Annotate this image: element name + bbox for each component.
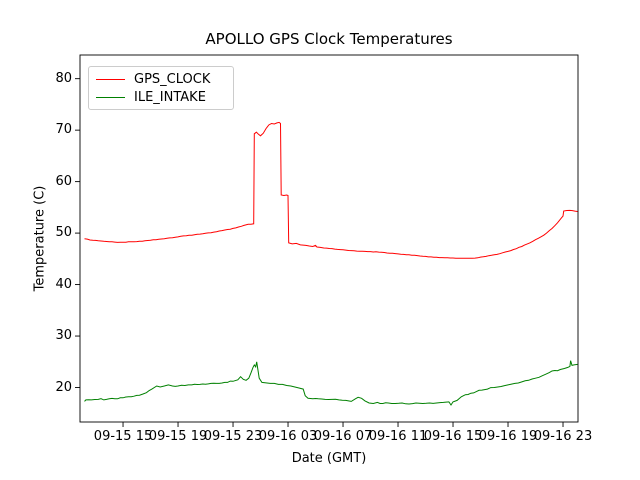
y-tick-label: 50 xyxy=(55,225,72,241)
x-tick-label: 09-16 15 xyxy=(423,429,483,444)
legend-line-sample-green-icon xyxy=(96,96,125,98)
x-tick-label: 09-15 23 xyxy=(203,429,263,444)
y-tick-label: 60 xyxy=(55,173,72,189)
x-axis-label: Date (GMT) xyxy=(291,451,367,466)
chart-title: APOLLO GPS Clock Temperatures xyxy=(205,30,453,48)
y-tick-label: 70 xyxy=(55,122,72,138)
y-tick-label: 80 xyxy=(55,70,72,86)
legend-label-gps-clock: GPS_CLOCK xyxy=(134,71,211,87)
x-tick-label: 09-16 03 xyxy=(258,429,318,444)
legend-item-gps-clock: GPS_CLOCK xyxy=(96,70,225,88)
x-tick-label: 09-16 19 xyxy=(478,429,538,444)
x-tick-label: 09-15 19 xyxy=(148,429,208,444)
legend-label-ile-intake: ILE_INTAKE xyxy=(134,89,206,105)
y-tick-label: 40 xyxy=(55,276,72,292)
x-tick-label: 09-16 23 xyxy=(533,429,593,444)
legend-item-ile-intake: ILE_INTAKE xyxy=(96,88,225,106)
y-axis-label: Temperature (C) xyxy=(32,185,48,292)
x-tick-label: 09-16 07 xyxy=(313,429,373,444)
x-tick-label: 09-15 15 xyxy=(93,429,153,444)
legend-line-sample-red-icon xyxy=(96,78,125,80)
series-line-gps_clock xyxy=(84,121,578,259)
legend: GPS_CLOCK ILE_INTAKE xyxy=(88,66,234,110)
y-tick-label: 20 xyxy=(55,379,72,395)
x-tick-label: 09-16 11 xyxy=(368,429,428,444)
plot-frame xyxy=(79,54,579,423)
y-tick-label: 30 xyxy=(55,328,72,344)
series-line-ile_intake xyxy=(84,360,578,406)
